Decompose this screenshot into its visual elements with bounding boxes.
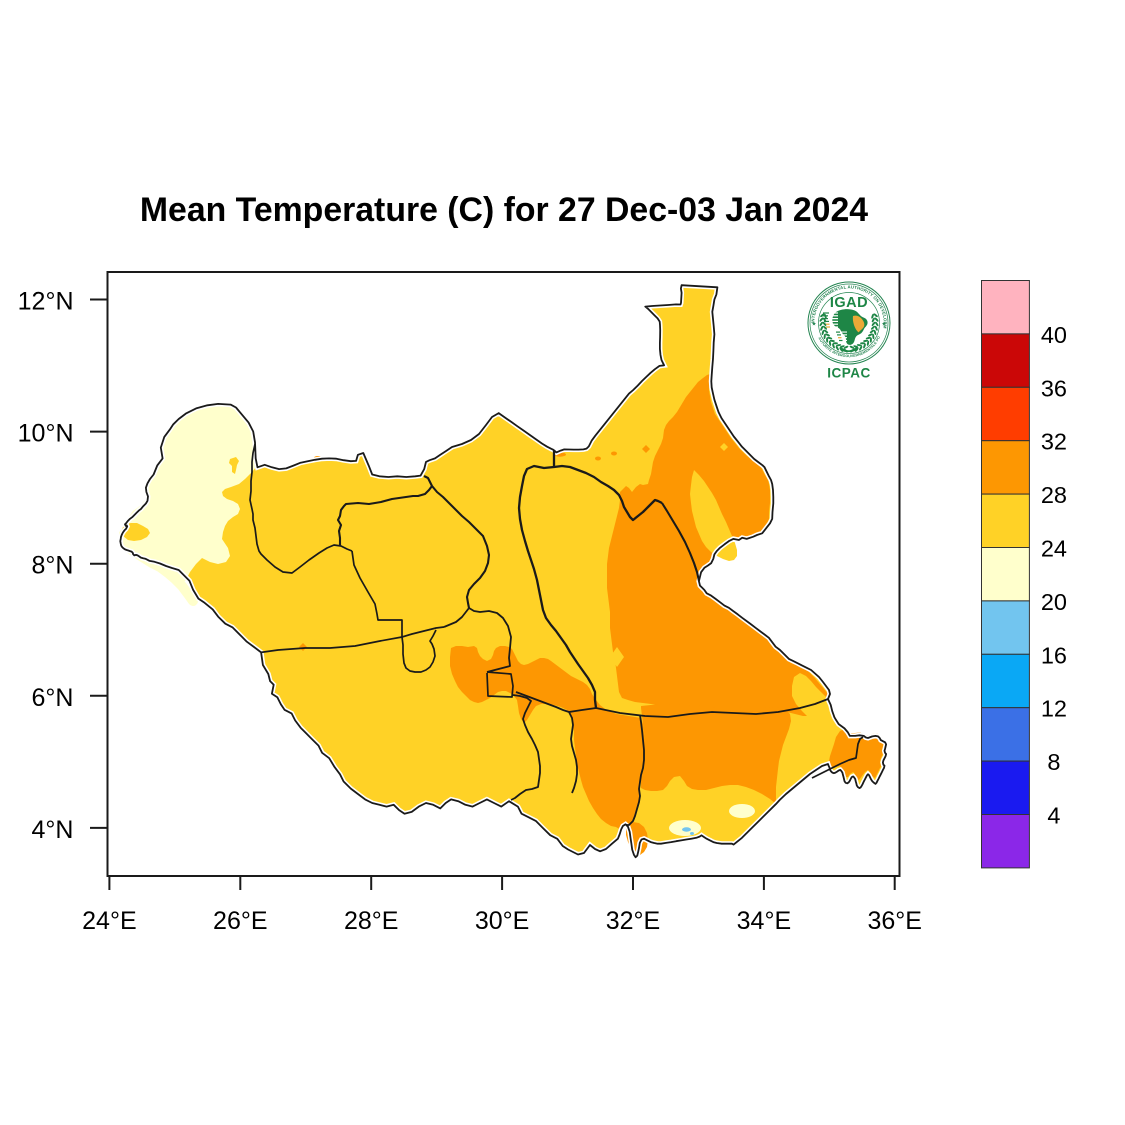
svg-text:ICPAC: ICPAC	[827, 366, 871, 381]
svg-text:12°N: 12°N	[18, 288, 74, 316]
svg-text:10°N: 10°N	[18, 420, 74, 448]
svg-text:28: 28	[1041, 482, 1067, 508]
svg-text:4: 4	[1047, 803, 1060, 829]
svg-text:40: 40	[1041, 322, 1067, 348]
svg-text:8°N: 8°N	[32, 552, 74, 580]
svg-text:34°E: 34°E	[737, 907, 791, 935]
svg-text:12: 12	[1041, 696, 1067, 722]
svg-text:★: ★	[882, 321, 887, 328]
svg-text:36: 36	[1041, 375, 1067, 401]
svg-text:28°E: 28°E	[344, 907, 398, 935]
svg-text:★: ★	[812, 321, 817, 328]
svg-text:16: 16	[1041, 642, 1067, 668]
svg-text:30°E: 30°E	[475, 907, 529, 935]
svg-text:32°E: 32°E	[606, 907, 660, 935]
svg-text:24: 24	[1041, 536, 1067, 562]
svg-text:36°E: 36°E	[867, 907, 921, 935]
svg-text:Mean Temperature (C) for 27 De: Mean Temperature (C) for 27 Dec-03 Jan 2…	[140, 191, 868, 229]
svg-text:26°E: 26°E	[213, 907, 267, 935]
svg-text:IGAD: IGAD	[830, 295, 868, 311]
svg-text:6°N: 6°N	[32, 684, 74, 712]
svg-text:8: 8	[1047, 749, 1060, 775]
svg-text:32: 32	[1041, 429, 1067, 455]
svg-text:24°E: 24°E	[82, 907, 136, 935]
svg-text:4°N: 4°N	[32, 816, 74, 844]
svg-text:20: 20	[1041, 589, 1067, 615]
